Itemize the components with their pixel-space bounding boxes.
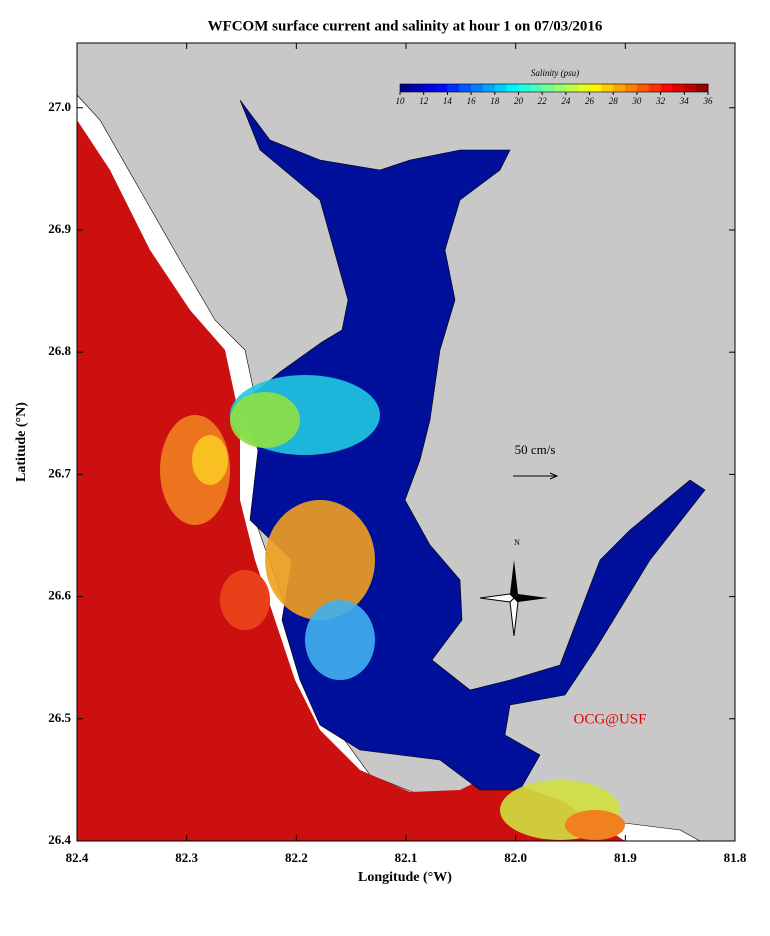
- annotation: 50 cm/s: [515, 442, 556, 457]
- compass: [479, 560, 548, 637]
- colorbar-tick-label: 16: [467, 96, 477, 106]
- colorbar-cell: [660, 84, 673, 92]
- colorbar-cell: [506, 84, 519, 92]
- colorbar-cell: [447, 84, 460, 92]
- colorbar-cell: [684, 84, 697, 92]
- x-axis-label: Longitude (°W): [358, 870, 452, 885]
- colorbar-cell: [613, 84, 626, 92]
- colorbar-cell: [672, 84, 685, 92]
- reference-arrow: [549, 472, 559, 480]
- colorbar-cell: [423, 84, 437, 92]
- colorbar-tick-label: 30: [631, 96, 642, 106]
- x-tick-label: 81.9: [614, 850, 637, 865]
- x-tick-label: 82.4: [66, 850, 89, 865]
- colorbar-tick-label: 34: [679, 96, 690, 106]
- mixing-zone: [565, 810, 625, 840]
- colorbar-cell: [696, 84, 709, 92]
- y-tick-label: 26.9: [48, 221, 71, 236]
- colorbar-cell: [648, 84, 662, 92]
- colorbar-tick-label: 36: [703, 96, 714, 106]
- plume: [192, 435, 228, 485]
- y-tick-label: 26.4: [48, 832, 71, 847]
- map: [77, 43, 735, 841]
- colorbar-cell: [577, 84, 591, 92]
- x-tick-label: 82.2: [285, 850, 308, 865]
- colorbar-tick-label: 10: [396, 96, 406, 106]
- colorbar-cell: [411, 84, 425, 92]
- x-tick-label: 82.1: [395, 850, 418, 865]
- colorbar-cell: [636, 84, 650, 92]
- colorbar-cell: [482, 84, 496, 92]
- gulf: [77, 120, 625, 841]
- colorbar-tick-label: 28: [609, 96, 619, 106]
- colorbar-tick-label: 32: [655, 96, 666, 106]
- chart-title: WFCOM surface current and salinity at ho…: [208, 18, 603, 34]
- colorbar-frame: [399, 83, 709, 93]
- x-tick-label: 82.3: [175, 850, 198, 865]
- annotation: OCG@USF: [573, 711, 646, 727]
- colorbar-tick-label: 26: [585, 96, 595, 106]
- colorbar-tick-label: 22: [538, 96, 548, 106]
- colorbar-tick-label: 20: [514, 96, 524, 106]
- colorbar-cell: [435, 84, 448, 92]
- x-tick-label: 81.8: [724, 850, 747, 865]
- colorbar-cell: [565, 84, 579, 92]
- y-tick-label: 26.7: [48, 465, 71, 480]
- colorbar-cell: [625, 84, 638, 92]
- colorbar-cell: [459, 84, 472, 92]
- colorbar-label: Salinity (psu): [531, 68, 579, 78]
- colorbar-cell: [530, 84, 543, 92]
- mixing-zone: [230, 392, 300, 448]
- colorbar-tick-label: 18: [490, 96, 500, 106]
- y-tick-label: 26.6: [48, 588, 71, 603]
- y-tick-label: 27.0: [48, 99, 71, 114]
- colorbar-cell: [554, 84, 567, 92]
- plume: [220, 570, 270, 630]
- colorbar-cell: [494, 84, 508, 92]
- colorbar-cell: [542, 84, 555, 92]
- colorbar-tick-label: 12: [419, 96, 429, 106]
- annotation: N: [514, 538, 520, 547]
- y-axis-label: Latitude (°N): [14, 402, 29, 482]
- colorbar-cell: [471, 84, 484, 92]
- colorbar-cell: [589, 84, 602, 92]
- y-tick-label: 26.8: [48, 343, 71, 358]
- mixing-zone: [265, 500, 375, 620]
- colorbar-tick-label: 24: [561, 96, 571, 106]
- y-tick-label: 26.5: [48, 710, 71, 725]
- x-tick-label: 82.0: [504, 850, 527, 865]
- colorbar-tick-label: 14: [443, 96, 453, 106]
- mixing-zone: [305, 600, 375, 680]
- colorbar-cell: [518, 84, 531, 92]
- colorbar-cell: [400, 84, 413, 92]
- colorbar-cell: [601, 84, 614, 92]
